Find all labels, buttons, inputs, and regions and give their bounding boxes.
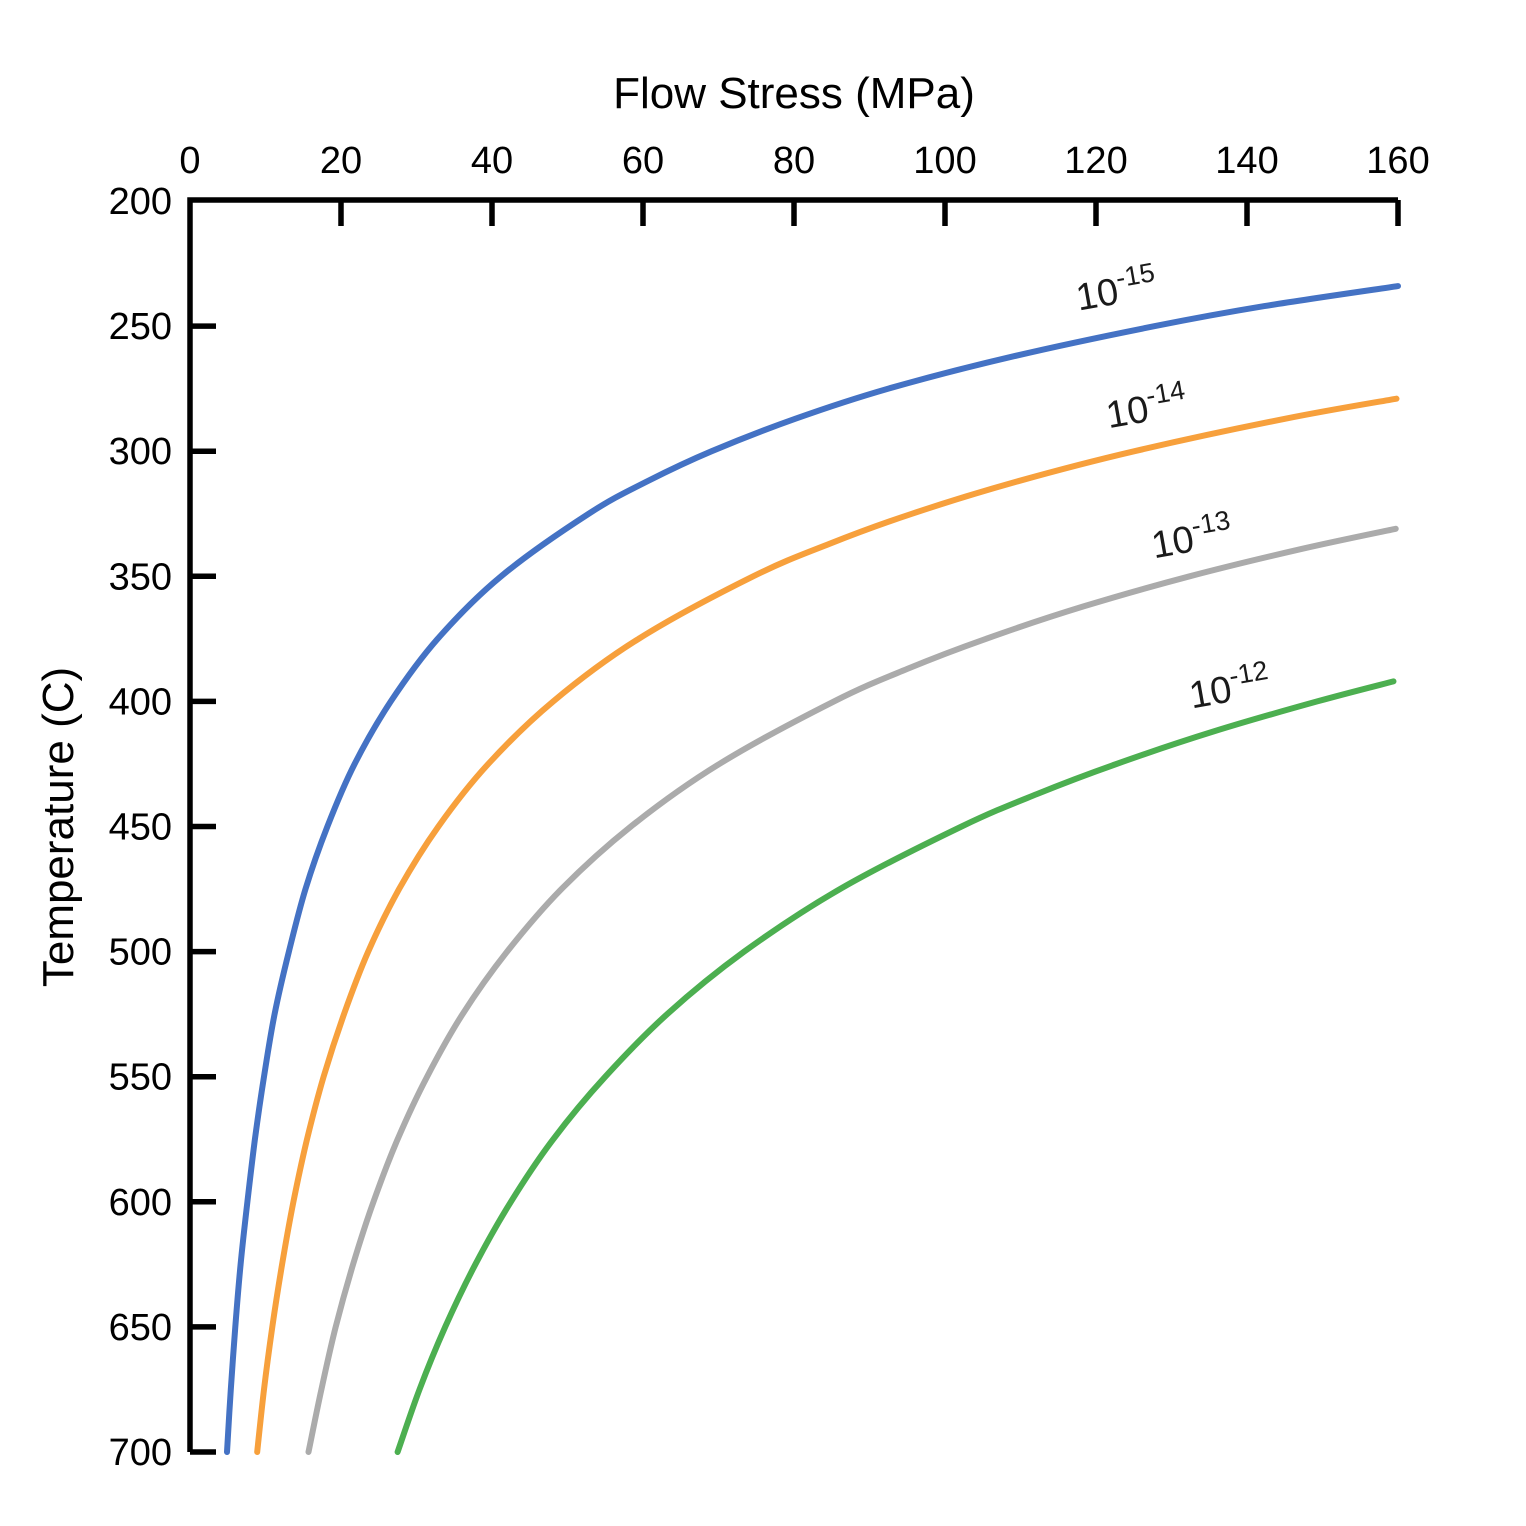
x-tick-label: 100 [913,140,976,182]
x-tick-label: 160 [1366,140,1429,182]
curve-strain-rate-1e-15 [224,283,1401,1455]
y-tick-label: 300 [109,431,172,473]
curve-strain-rate-1e-12 [394,678,1397,1455]
x-tick-label: 120 [1064,140,1127,182]
series-layer [224,283,1401,1455]
curve-strain-rate-1e-14 [254,395,1400,1455]
x-tick-label: 60 [622,140,664,182]
x-axis-title: Flow Stress (MPa) [613,69,975,118]
y-tick-label: 450 [109,807,172,849]
curve-label-strain-rate-1e-13: 10-13 [1147,505,1236,567]
y-tick-label: 500 [109,932,172,974]
y-tick-label: 400 [109,681,172,723]
x-tick-label: 20 [320,140,362,182]
y-tick-label: 700 [109,1432,172,1474]
x-tick-label: 40 [471,140,513,182]
curve-label-strain-rate-1e-14: 10-14 [1102,375,1191,437]
y-tick-label: 650 [109,1307,172,1349]
y-tick-label: 250 [109,306,172,348]
axis-frame [187,197,1398,1452]
y-tick-label: 550 [109,1057,172,1099]
x-tick-label: 0 [179,140,200,182]
curve-strain-rate-1e-13 [305,525,1399,1455]
curve-label-strain-rate-1e-15: 10-15 [1072,257,1161,319]
y-tick-label: 350 [109,556,172,598]
x-tick-label: 80 [773,140,815,182]
curve-label-strain-rate-1e-12: 10-12 [1185,655,1274,717]
y-tick-label: 200 [109,181,172,223]
curve-labels-layer: 10-15 10-14 10-13 10-12 [1072,257,1274,717]
x-tick-label: 140 [1215,140,1278,182]
axes-layer: 0 20 40 60 80 100 120 140 160 200 250 300 350 400 450 5… [109,140,1430,1474]
y-tick-label: 600 [109,1182,172,1224]
y-axis-title: Temperature (C) [34,667,83,987]
